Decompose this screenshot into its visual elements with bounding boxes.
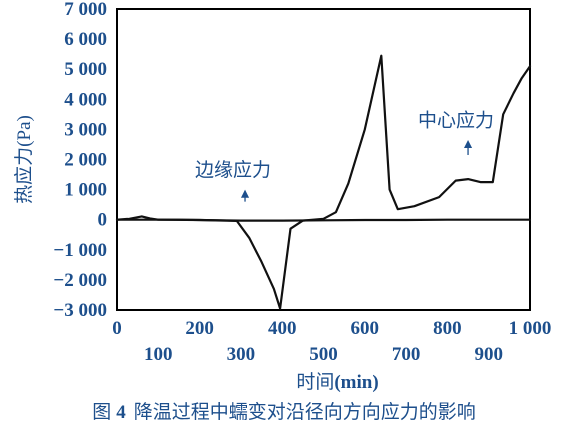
y-tick-label: 2 000 xyxy=(64,150,107,171)
annotation-label: 边缘应力 xyxy=(195,159,271,181)
series-line-2 xyxy=(115,54,532,310)
y-tick-label: 3 000 xyxy=(64,119,107,140)
x-tick-labels: 0 200 400 600 800 1 000 100 300 500 700 900 xyxy=(112,318,551,365)
y-tick-label: 4 000 xyxy=(64,89,107,110)
y-tick-labels: 7 000 6 000 5 000 4 000 3 000 2 000 1 000 0 −1 0… xyxy=(53,0,107,321)
y-tick-label: −1 000 xyxy=(53,240,107,261)
y-tick-label: 6 000 xyxy=(64,29,107,50)
figure-caption-number: 4 xyxy=(116,402,126,423)
x-axis-label-unit: (min) xyxy=(334,372,378,393)
x-tick-label: 200 xyxy=(185,318,214,339)
figure-caption-text: 降温过程中蠕变对沿径向方向应力的影响 xyxy=(134,401,476,423)
axis-frame xyxy=(116,8,531,311)
x-tick-label: 300 xyxy=(227,344,256,365)
annotation-arrowhead xyxy=(463,139,473,149)
annotation-label: 中心应力 xyxy=(418,109,494,131)
x-tick-label: 900 xyxy=(474,344,503,365)
y-axis-label: 热应力(Pa) xyxy=(13,115,35,204)
series-layer xyxy=(115,54,532,310)
y-tick-label: 1 000 xyxy=(64,180,107,201)
x-tick-label: 800 xyxy=(433,318,462,339)
figure-caption-prefix: 图 xyxy=(92,402,111,423)
annotation-arrowhead xyxy=(240,189,250,198)
x-tick-label: 100 xyxy=(144,344,173,365)
x-tick-label: 500 xyxy=(309,344,338,365)
y-tick-label: −2 000 xyxy=(53,270,107,291)
x-tick-label: 0 xyxy=(112,318,122,339)
y-tick-label: 5 000 xyxy=(64,59,107,80)
annotations: 边缘应力 中心应力 xyxy=(195,109,494,202)
y-tick-label: 0 xyxy=(98,210,108,231)
figure-caption: 图 4 降温过程中蠕变对沿径向方向应力的影响 xyxy=(92,401,476,423)
x-tick-label: 400 xyxy=(268,318,297,339)
x-axis-label-text: 时间 xyxy=(296,371,334,393)
plot-area xyxy=(115,8,532,311)
y-tick-label: −3 000 xyxy=(53,300,107,321)
x-tick-label: 1 000 xyxy=(509,318,552,339)
x-tick-label: 600 xyxy=(351,318,380,339)
y-tick-label: 7 000 xyxy=(64,0,107,20)
x-tick-label: 700 xyxy=(392,344,421,365)
x-axis-label: 时间(min) xyxy=(296,371,378,393)
